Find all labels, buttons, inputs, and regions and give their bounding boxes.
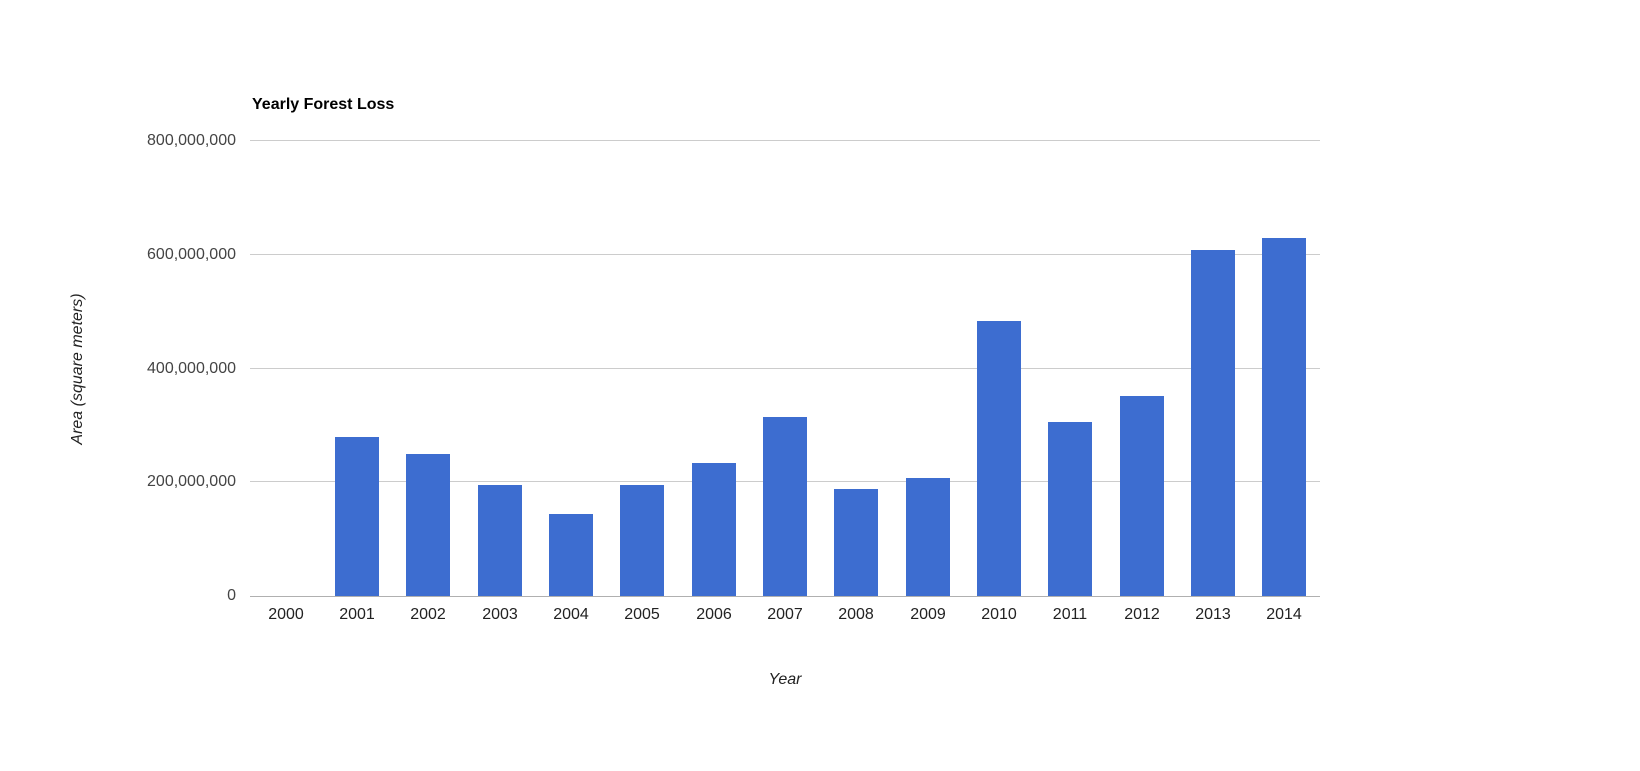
chart-title: Yearly Forest Loss bbox=[252, 96, 395, 113]
bar-2010[interactable] bbox=[977, 321, 1021, 596]
bar-2007[interactable] bbox=[763, 417, 807, 596]
x-tick-label: 2011 bbox=[1052, 606, 1088, 623]
x-tick-label: 2003 bbox=[482, 606, 518, 623]
x-tick-label: 2013 bbox=[1195, 606, 1231, 623]
x-tick-label: 2007 bbox=[767, 606, 803, 623]
x-tick-label: 2006 bbox=[696, 606, 732, 623]
bar-2002[interactable] bbox=[406, 454, 450, 596]
bar-2004[interactable] bbox=[549, 514, 593, 596]
y-tick-label: 200,000,000 bbox=[147, 473, 236, 491]
gridline bbox=[250, 140, 1320, 141]
x-tick-label: 2010 bbox=[981, 606, 1017, 623]
bar-2011[interactable] bbox=[1048, 422, 1092, 596]
y-tick-label: 800,000,000 bbox=[147, 132, 236, 149]
bar-2014[interactable] bbox=[1262, 238, 1306, 596]
y-axis-title: Area (square meters) bbox=[69, 293, 86, 445]
x-tick-label: 2009 bbox=[910, 606, 946, 623]
y-tick-label: 0 bbox=[227, 587, 236, 604]
x-tick-label: 2000 bbox=[268, 606, 304, 623]
x-tick-label: 2014 bbox=[1266, 606, 1302, 623]
bar-2012[interactable] bbox=[1120, 396, 1164, 596]
x-tick-label: 2005 bbox=[624, 606, 660, 623]
gridline bbox=[250, 253, 1320, 255]
bar-2003[interactable] bbox=[478, 485, 522, 596]
bar-2005[interactable] bbox=[620, 485, 664, 596]
bar-2001[interactable] bbox=[335, 437, 379, 596]
bar-2013[interactable] bbox=[1191, 250, 1235, 596]
x-tick-label: 2001 bbox=[339, 606, 375, 623]
gridline bbox=[250, 596, 1320, 597]
plot-area bbox=[250, 140, 1320, 597]
y-tick-label: 600,000,000 bbox=[147, 245, 236, 263]
x-tick-label: 2002 bbox=[410, 606, 446, 623]
y-tick-label: 400,000,000 bbox=[147, 359, 236, 377]
bar-2006[interactable] bbox=[692, 463, 736, 596]
gridline bbox=[250, 367, 1320, 369]
x-tick-label: 2012 bbox=[1124, 606, 1160, 623]
x-tick-label: 2008 bbox=[838, 606, 874, 623]
x-axis-title: Year bbox=[768, 671, 802, 688]
x-tick-label: 2004 bbox=[553, 606, 589, 623]
bar-2008[interactable] bbox=[834, 489, 878, 596]
bar-2009[interactable] bbox=[906, 478, 950, 596]
